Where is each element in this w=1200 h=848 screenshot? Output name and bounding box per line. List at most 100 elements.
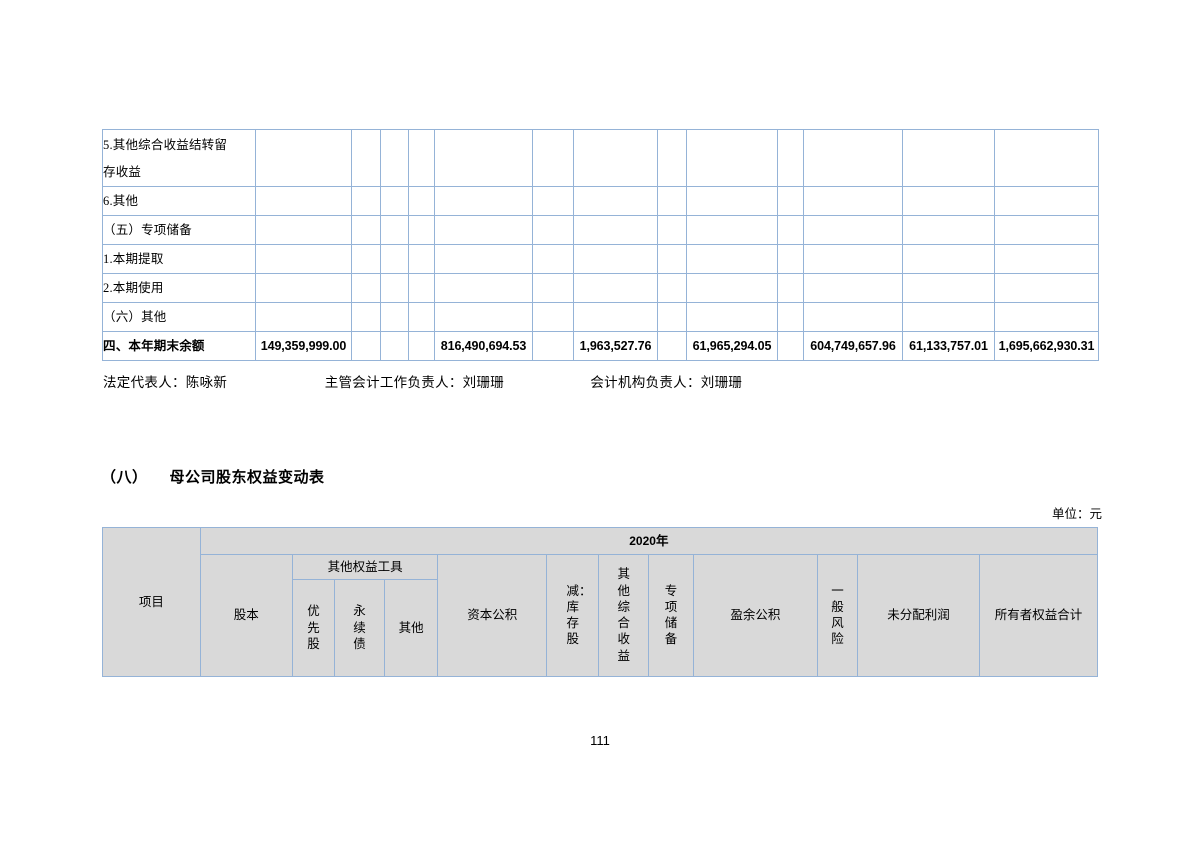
row-label: （六）其他 — [102, 302, 256, 332]
row-label: 2.本期使用 — [102, 273, 256, 303]
cell-other-equity — [408, 215, 435, 245]
cell-perpetual-bond — [380, 244, 409, 274]
column-header-other-comprehensive-income: 其他综合收益 — [598, 554, 650, 677]
table-row: 5.其他综合收益结转留 存收益 — [102, 129, 1099, 187]
cell-perpetual-bond — [380, 331, 409, 361]
cell-treasury-stock — [532, 186, 574, 216]
statement-of-changes-in-equity-table-continued: 5.其他综合收益结转留 存收益 — [102, 129, 1099, 361]
cell-oci — [573, 302, 658, 332]
cell-treasury-stock — [532, 129, 574, 187]
cell-preferred-stock — [351, 129, 381, 187]
cell-perpetual-bond — [380, 273, 409, 303]
cell-share-capital — [255, 215, 352, 245]
cell-total-equity — [994, 215, 1099, 245]
accounting-institution-head-signature: 会计机构负责人：刘珊珊 — [590, 375, 743, 390]
column-header-share-capital: 股本 — [199, 554, 293, 677]
cell-general-risk — [777, 273, 804, 303]
cell-special-reserve — [657, 129, 687, 187]
row-label-line-2: 存收益 — [103, 165, 142, 179]
cell-treasury-stock — [532, 331, 574, 361]
column-header-special-reserve-text: 专项储备 — [664, 583, 678, 647]
cell-undistributed-profit — [803, 186, 903, 216]
column-header-general-risk-text: 一般风险 — [831, 583, 844, 647]
column-header-preferred-stock: 优先股 — [291, 579, 336, 677]
row-label: 5.其他综合收益结转留 存收益 — [102, 129, 256, 187]
cell-oci — [573, 129, 658, 187]
cell-minority-interest — [902, 215, 995, 245]
column-header-group-other-equity-instruments: 其他权益工具 — [291, 554, 439, 580]
cell-other-equity — [408, 273, 435, 303]
cell-general-risk — [777, 186, 804, 216]
cell-capital-reserve: 816,490,694.53 — [434, 331, 533, 361]
row-label: 6.其他 — [102, 186, 256, 216]
row-label-line-1: 5.其他综合收益结转留 — [103, 138, 228, 152]
cell-preferred-stock — [351, 186, 381, 216]
cell-undistributed-profit — [803, 273, 903, 303]
column-header-surplus-reserve: 盈余公积 — [692, 554, 819, 677]
cell-other-equity — [408, 244, 435, 274]
legal-representative-signature: 法定代表人：陈咏新 — [103, 375, 228, 390]
table-row: （五）专项储备 — [102, 215, 1099, 245]
cell-capital-reserve — [434, 129, 533, 187]
column-header-period: 2020年 — [199, 527, 1099, 555]
cell-other-equity — [408, 302, 435, 332]
column-header-preferred-stock-text: 优先股 — [307, 604, 320, 651]
cell-preferred-stock — [351, 215, 381, 245]
row-label: 1.本期提取 — [102, 244, 256, 274]
cell-minority-interest — [902, 302, 995, 332]
cell-share-capital: 149,359,999.00 — [255, 331, 352, 361]
column-header-oci-text: 其他综合收益 — [617, 567, 631, 663]
cell-preferred-stock — [351, 331, 381, 361]
cell-share-capital — [255, 273, 352, 303]
column-header-undistributed-profit: 未分配利润 — [856, 554, 981, 677]
cell-general-risk — [777, 215, 804, 245]
cell-undistributed-profit: 604,749,657.96 — [803, 331, 903, 361]
cell-oci — [573, 186, 658, 216]
cell-capital-reserve — [434, 273, 533, 303]
cell-minority-interest — [902, 129, 995, 187]
column-header-perpetual-bond: 永续债 — [334, 579, 385, 677]
cell-total-equity — [994, 129, 1099, 187]
section-title: 母公司股东权益变动表 — [169, 470, 325, 486]
table-header-row-subcolumns: 优先股 永续债 其他 — [103, 579, 1098, 677]
cell-special-reserve — [657, 331, 687, 361]
cell-capital-reserve — [434, 302, 533, 332]
table-header-row-group: 股本 其他权益工具 资本公积 减：库存股 其他综合收益 专项储备 盈余公积 一般… — [103, 554, 1098, 677]
table-row: （六）其他 — [102, 302, 1099, 332]
table-row: 6.其他 — [102, 186, 1099, 216]
column-header-total-owners-equity: 所有者权益合计 — [979, 554, 1098, 677]
row-label: （五）专项储备 — [102, 215, 256, 245]
section-index: （八） — [101, 470, 148, 486]
cell-share-capital — [255, 186, 352, 216]
cell-capital-reserve — [434, 215, 533, 245]
section-heading: （八） 母公司股东权益变动表 — [101, 466, 325, 487]
cell-special-reserve — [657, 186, 687, 216]
column-header-capital-reserve: 资本公积 — [437, 554, 548, 677]
cell-perpetual-bond — [380, 186, 409, 216]
period-year-suffix: 年 — [655, 533, 669, 548]
column-header-treasury-stock: 减：库存股 — [546, 554, 600, 677]
cell-treasury-stock — [532, 302, 574, 332]
cell-perpetual-bond — [380, 302, 409, 332]
cell-surplus-reserve — [686, 302, 778, 332]
cell-capital-reserve — [434, 244, 533, 274]
cell-share-capital — [255, 129, 352, 187]
cell-surplus-reserve — [686, 186, 778, 216]
cell-oci — [573, 244, 658, 274]
column-header-treasury-stock-text: 减：库存股 — [566, 583, 592, 647]
cell-total-equity — [994, 186, 1099, 216]
cell-preferred-stock — [351, 302, 381, 332]
cell-total-equity: 1,695,662,930.31 — [994, 331, 1099, 361]
page-number: 111 — [590, 733, 610, 748]
cell-surplus-reserve — [686, 244, 778, 274]
signature-line: 法定代表人：陈咏新 主管会计工作负责人：刘珊珊 会计机构负责人：刘珊珊 — [103, 371, 1103, 391]
cell-oci — [573, 273, 658, 303]
table-row: 1.本期提取 — [102, 244, 1099, 274]
cell-total-equity — [994, 273, 1099, 303]
table-row: 2.本期使用 — [102, 273, 1099, 303]
cell-capital-reserve — [434, 186, 533, 216]
column-header-perpetual-bond-text: 永续债 — [353, 604, 366, 651]
cell-share-capital — [255, 244, 352, 274]
cell-general-risk — [777, 331, 804, 361]
cell-minority-interest — [902, 273, 995, 303]
